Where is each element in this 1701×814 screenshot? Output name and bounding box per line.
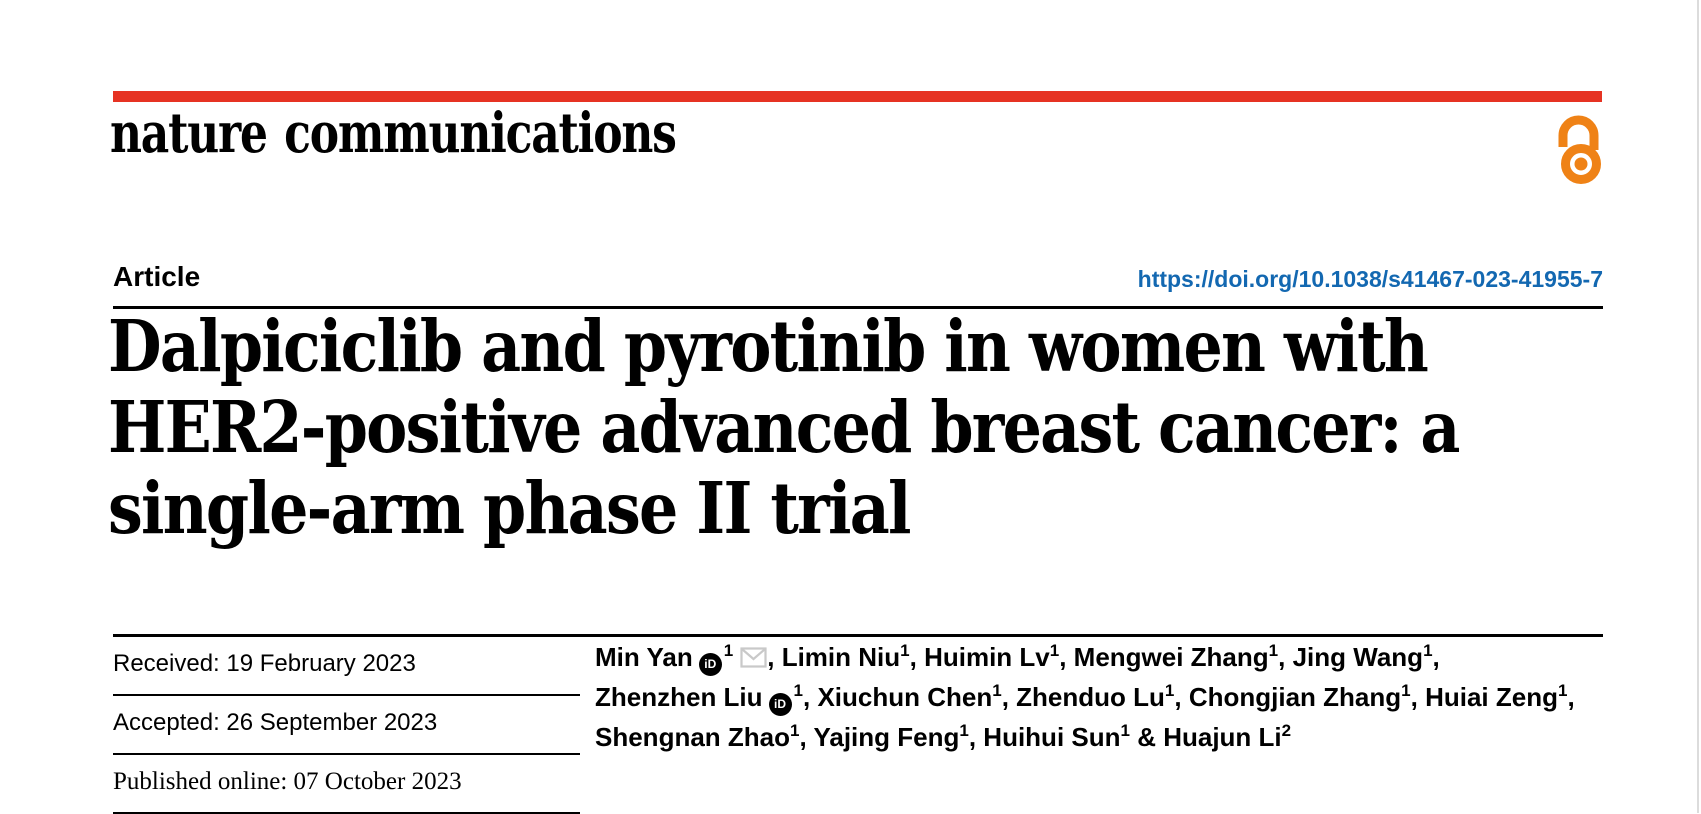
author-name: Zhenduo Lu <box>1016 682 1165 712</box>
affiliation-superscript: 1 <box>959 721 969 740</box>
author-separator: , <box>799 722 814 752</box>
author-separator: , <box>1567 682 1575 712</box>
author-separator: , <box>1174 682 1189 712</box>
author-separator: , <box>1432 642 1440 672</box>
affiliation-superscript: 1 <box>723 641 734 660</box>
affiliation-superscript: 1 <box>1120 721 1130 740</box>
affiliation-superscript: 1 <box>1423 641 1433 660</box>
author-line: Min Yan iD1, Limin Niu1, Huimin Lv1, Meng… <box>595 637 1635 677</box>
author-name: Yajing Feng <box>813 722 960 752</box>
paper-title-line: single-arm phase II trial <box>108 466 911 550</box>
affiliation-superscript: 1 <box>1164 681 1175 700</box>
email-icon[interactable] <box>740 647 767 668</box>
divider-above-title <box>113 306 1603 309</box>
article-type-label: Article <box>113 261 201 292</box>
author-name: Huajun Li <box>1163 722 1282 752</box>
affiliation-superscript: 1 <box>1557 681 1568 700</box>
author-name: Huiai Zeng <box>1425 682 1558 712</box>
affiliation-superscript: 1 <box>790 721 800 740</box>
history-list: Received: 19 February 2023 Accepted: 26 S… <box>113 637 580 814</box>
author-separator: & <box>1129 722 1164 752</box>
affiliation-superscript: 1 <box>992 681 1002 700</box>
divider-above-metadata <box>113 634 1603 637</box>
affiliation-superscript: 1 <box>900 641 910 660</box>
author-separator: , <box>767 642 782 672</box>
paper-title: Dalpiciclib and pyrotinib in women with … <box>108 306 1500 549</box>
orcid-icon[interactable]: iD <box>698 653 722 676</box>
doi-link[interactable]: https://doi.org/10.1038/s41467-023-41955… <box>1137 266 1603 292</box>
orcid-icon[interactable]: iD <box>768 693 792 716</box>
author-name: Chongjian Zhang <box>1188 682 1402 712</box>
page-right-edge <box>1697 0 1699 813</box>
affiliation-superscript: 2 <box>1281 721 1292 740</box>
author-line: Zhenzhen Liu iD1, Xiuchun Chen1, Zhenduo … <box>595 677 1635 717</box>
author-name: Huimin Lv <box>924 642 1050 672</box>
author-name: Jing Wang <box>1292 642 1424 672</box>
history-row: Accepted: 26 September 2023 <box>113 696 580 755</box>
author-name: Mengwei Zhang <box>1073 642 1269 672</box>
author-name: Zhenzhen Liu <box>595 682 763 712</box>
author-name: Shengnan Zhao <box>595 722 790 752</box>
author-name: Min Yan <box>595 642 693 672</box>
author-name: Limin Niu <box>781 642 901 672</box>
author-separator: , <box>1278 642 1293 672</box>
paper-title-line: Dalpiciclib and pyrotinib in women with <box>108 304 1429 388</box>
affiliation-superscript: 1 <box>1049 641 1060 660</box>
author-separator: , <box>968 722 984 752</box>
history-row: Published online: 07 October 2023 <box>113 755 580 814</box>
masthead-red-bar <box>113 91 1602 102</box>
journal-wordmark: nature communications <box>110 100 677 165</box>
author-separator: , <box>909 642 925 672</box>
author-separator: , <box>1059 642 1074 672</box>
author-name: Huihui Sun <box>983 722 1121 752</box>
affiliation-superscript: 1 <box>793 681 804 700</box>
history-row: Received: 19 February 2023 <box>113 637 580 696</box>
open-access-icon <box>1556 110 1602 184</box>
author-name: Xiuchun Chen <box>817 682 993 712</box>
affiliation-superscript: 1 <box>1268 641 1279 660</box>
paper-title-line: HER2-positive advanced breast cancer: a <box>108 385 1460 469</box>
author-line: Shengnan Zhao1, Yajing Feng1, Huihui Sun… <box>595 717 1635 757</box>
author-list: Min Yan iD1, Limin Niu1, Huimin Lv1, Meng… <box>595 637 1635 757</box>
author-separator: , <box>1001 682 1017 712</box>
author-separator: , <box>1410 682 1426 712</box>
author-separator: , <box>803 682 818 712</box>
affiliation-superscript: 1 <box>1401 681 1411 700</box>
